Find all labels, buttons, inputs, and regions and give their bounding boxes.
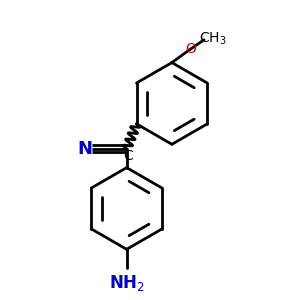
Text: NH$_2$: NH$_2$ xyxy=(109,273,145,293)
Text: O: O xyxy=(185,43,196,56)
Text: N: N xyxy=(78,140,93,158)
Text: C: C xyxy=(123,149,133,163)
Text: CH$_3$: CH$_3$ xyxy=(200,30,227,46)
